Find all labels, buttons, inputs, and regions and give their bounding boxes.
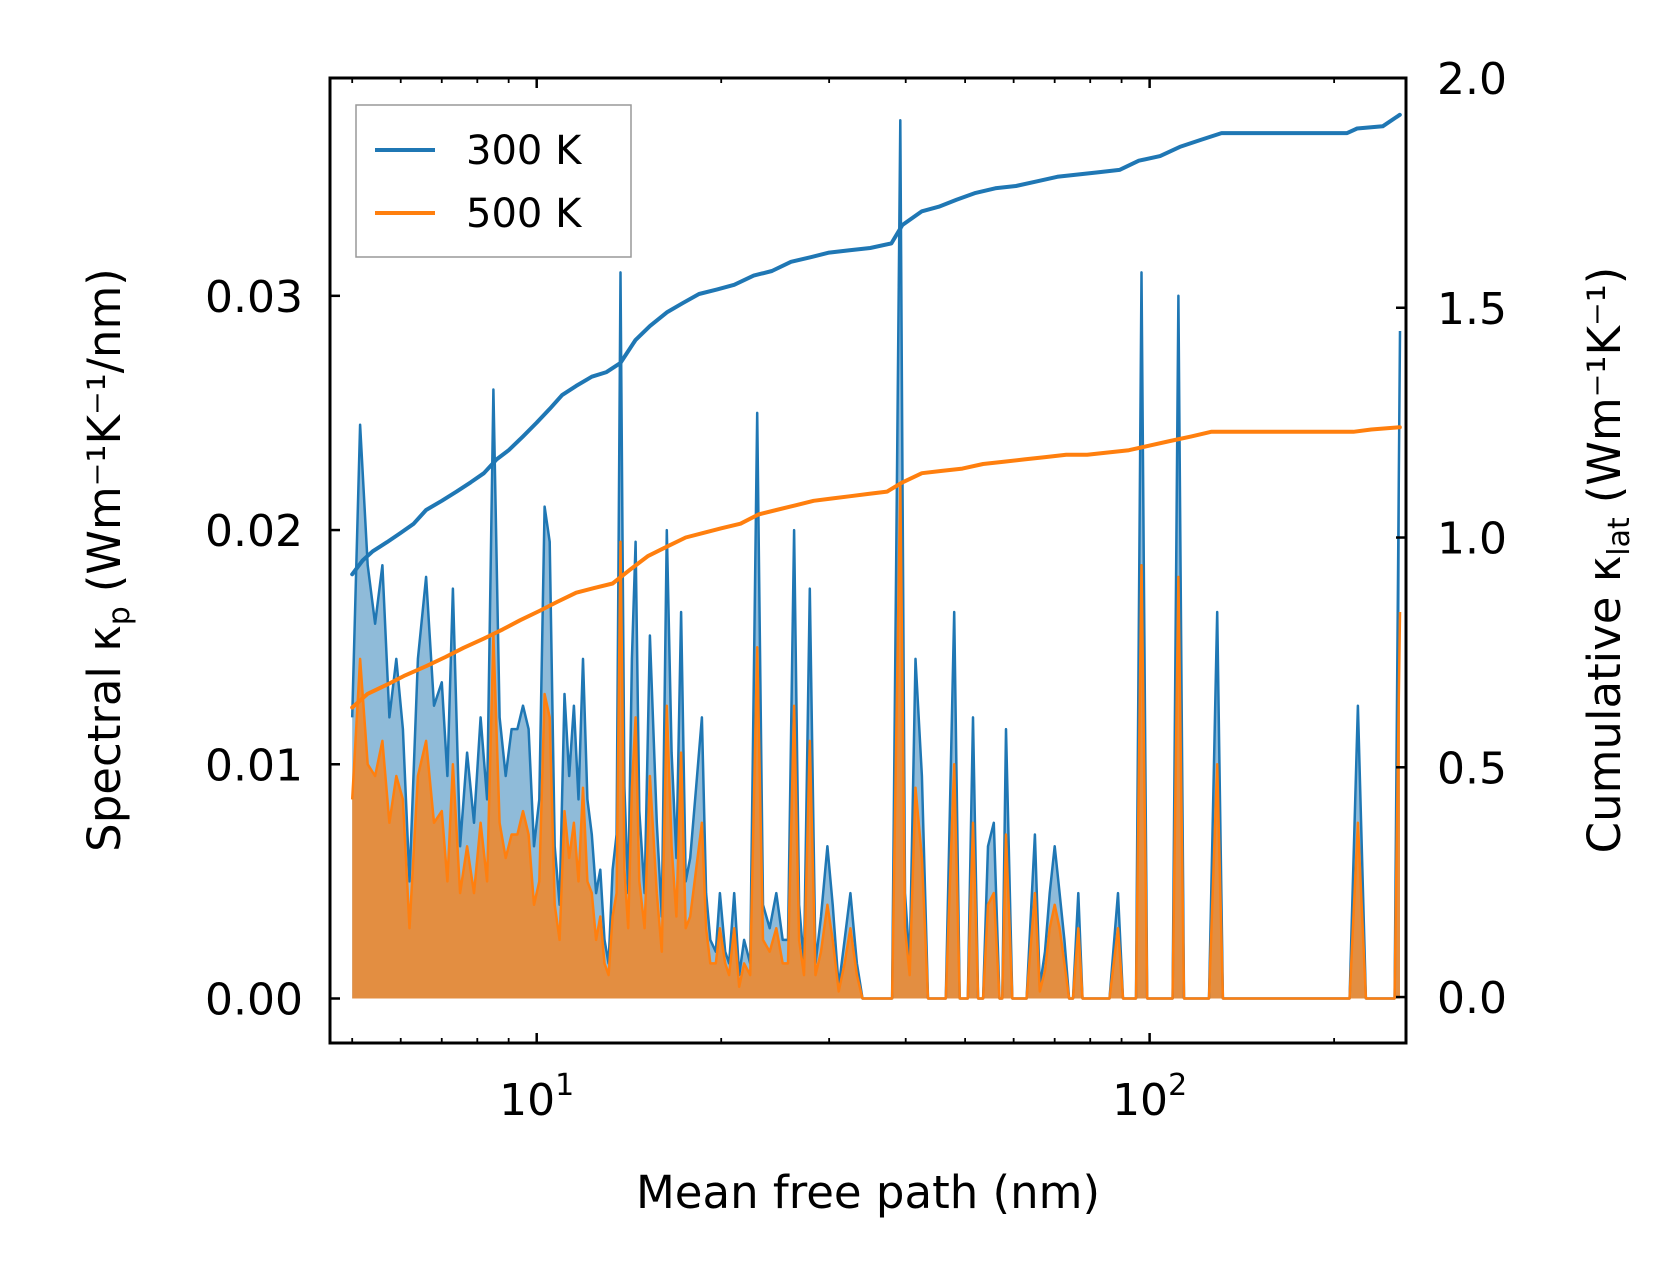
y-axis-right-title: Cumulative κlat (Wm⁻¹K⁻¹) <box>1578 267 1637 854</box>
legend-label-300k: 300 K <box>466 128 583 174</box>
y-right-title-unit: (Wm⁻¹K⁻¹) <box>1578 267 1631 504</box>
y-left-tick-label: 0.03 <box>205 272 303 323</box>
y-left-tick-label: 0.00 <box>205 974 303 1025</box>
y-right-tick-label: 1.5 <box>1437 284 1507 335</box>
cumulative-line-300k <box>350 112 1402 577</box>
axis-ticks <box>330 76 1406 1043</box>
cumulative-lines <box>350 112 1402 710</box>
y-left-title-sub: p <box>102 606 137 625</box>
y-left-title-unit: (Wm⁻¹K⁻¹/nm) <box>78 268 131 592</box>
x-tick-label-exponent: 1 <box>555 1068 574 1103</box>
y-left-tick-label: 0.02 <box>205 506 303 557</box>
y-right-tick-label: 2.0 <box>1437 54 1507 105</box>
cumulative-line-500k <box>350 425 1402 710</box>
plot-frame <box>328 76 1408 1045</box>
y-left-tick-label: 0.01 <box>205 740 303 791</box>
legend-label-500k: 500 K <box>466 191 583 237</box>
y-right-title-base: Cumulative κ <box>1578 556 1631 854</box>
y-right-tick-label: 1.0 <box>1437 514 1507 565</box>
x-tick-label: 101 <box>499 1068 574 1126</box>
x-axis-title: Mean free path (nm) <box>636 1166 1100 1219</box>
x-tick-label-base: 10 <box>499 1075 555 1126</box>
x-tick-label-base: 10 <box>1112 1075 1168 1126</box>
legend-box <box>355 104 632 258</box>
y-right-tick-label: 0.5 <box>1437 743 1507 794</box>
y-axis-left-title: Spectral κp (Wm⁻¹K⁻¹/nm) <box>78 268 137 852</box>
x-tick-label: 102 <box>1112 1068 1187 1126</box>
y-right-tick-label: 0.0 <box>1437 973 1507 1024</box>
y-right-title-sub: lat <box>1602 517 1637 556</box>
spectral-lines <box>350 118 1402 1000</box>
y-left-title-base: Spectral κ <box>78 625 131 852</box>
legend: 300 K 500 K <box>355 104 632 258</box>
spectral-line-500k <box>350 481 1402 1000</box>
x-tick-label-exponent: 2 <box>1168 1068 1187 1103</box>
